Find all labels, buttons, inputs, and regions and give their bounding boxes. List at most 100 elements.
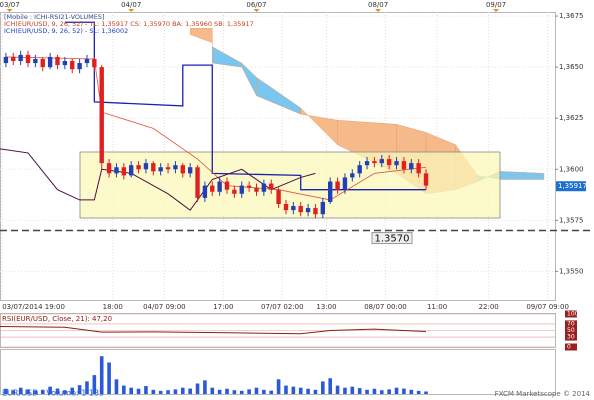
volume-bar — [40, 389, 45, 394]
volume-bar — [85, 381, 89, 394]
candle-body — [409, 163, 414, 170]
volume-bar — [173, 389, 178, 394]
volume-bar — [328, 378, 332, 394]
candle-body — [394, 161, 399, 166]
candle-body — [180, 165, 185, 174]
volume-bar — [424, 391, 428, 394]
candle-body — [25, 54, 31, 64]
volume-bar — [365, 389, 369, 394]
candle-body — [386, 159, 392, 166]
volume-bar — [394, 387, 399, 394]
volume-bar — [254, 387, 259, 394]
x-tick-label: 04/07 09:00 — [143, 303, 186, 311]
rsi-tick-label: 50 — [567, 327, 575, 334]
candle-body — [70, 61, 75, 70]
x-tick-label: 17:00 — [213, 303, 233, 311]
candle-body — [269, 183, 274, 190]
candle-body — [84, 58, 90, 64]
x-tick-label: 22:00 — [479, 303, 499, 311]
date-marker — [253, 9, 260, 12]
candle-body — [77, 63, 82, 70]
candle-body — [187, 167, 193, 174]
volume-bar — [33, 390, 38, 394]
volume-bar — [166, 390, 170, 394]
candle-body — [357, 165, 362, 174]
volume-bar — [144, 386, 148, 394]
y-tick-label: 1,3675 — [559, 12, 584, 20]
volume-bar — [372, 388, 377, 394]
candle-body — [232, 189, 237, 194]
rsi-level-tag — [565, 320, 577, 328]
candle-body — [224, 181, 230, 190]
candle-body — [217, 181, 222, 192]
x-tick-label: 08/07 00:00 — [364, 303, 407, 311]
candle-body — [291, 206, 296, 211]
volume-bar — [379, 390, 384, 394]
volume-bar — [151, 389, 156, 394]
volume-bar — [188, 388, 192, 394]
cloud-segment — [189, 28, 213, 43]
candle-body — [158, 167, 163, 172]
volume-bar — [284, 385, 288, 394]
volume-bar — [122, 385, 126, 394]
volume-bar — [217, 389, 222, 394]
date-marker — [6, 9, 13, 12]
rsi-level-tag — [565, 333, 577, 341]
volume-bar — [269, 390, 274, 394]
volume-bar — [48, 386, 52, 394]
candle-body — [305, 208, 311, 213]
candle-body — [99, 67, 104, 164]
legend-line: ICH(EUR/USD, 9, 26, 52) - TL: 1,35917 CS… — [4, 20, 254, 28]
top-date-label: 08/07 — [368, 1, 388, 9]
candle-body — [62, 61, 68, 66]
candle-body — [327, 181, 333, 202]
candle-body — [416, 163, 421, 174]
volume-bar — [70, 387, 75, 394]
candle-body — [239, 185, 244, 194]
date-marker — [493, 9, 500, 12]
candle-body — [254, 187, 259, 192]
top-date-label: 06/07 — [246, 1, 266, 9]
support-label-bg — [371, 232, 413, 245]
volume-bar — [232, 390, 237, 394]
volume-bar — [402, 388, 406, 394]
volume-bar — [129, 387, 133, 394]
candle-body — [320, 201, 326, 215]
rsi-tick-label: 30 — [567, 334, 575, 341]
candle-body — [143, 163, 149, 170]
rsi-line — [0, 326, 427, 335]
rsi-tick-label: 100 — [567, 311, 579, 318]
rsi-level-tag — [565, 310, 577, 318]
volume-bar — [262, 389, 266, 394]
volume-bar — [387, 389, 391, 394]
candle-body — [276, 189, 281, 204]
volume-bar — [210, 387, 215, 394]
candle-body — [283, 204, 289, 211]
y-tick-label: 1,3575 — [559, 216, 584, 224]
volume-bar — [136, 388, 141, 394]
volume-bar — [77, 385, 82, 394]
candle-body — [3, 56, 9, 64]
volume-bar — [247, 389, 251, 394]
volume-bar — [55, 388, 60, 394]
candle-body — [40, 58, 45, 68]
volume-bar — [239, 390, 244, 394]
volume-bar — [350, 386, 355, 394]
volume-bar — [321, 381, 325, 394]
candle-body — [114, 167, 119, 174]
rsi-level-tag — [565, 343, 577, 351]
volume-bar — [114, 379, 119, 394]
candle-body — [342, 177, 348, 190]
x-tick-label: 13:00 — [316, 303, 336, 311]
volume-bar — [107, 362, 111, 394]
indicator-line — [5, 56, 427, 201]
candle-body — [350, 173, 355, 178]
y-tick-label: 1,3550 — [559, 267, 584, 275]
rsi-tick-label: 0 — [567, 344, 571, 351]
indicator-line — [0, 148, 316, 211]
y-tick-label: 1,3600 — [559, 165, 584, 173]
candle-body — [261, 183, 267, 192]
candle-body — [298, 206, 303, 213]
volume-bar — [92, 375, 97, 394]
